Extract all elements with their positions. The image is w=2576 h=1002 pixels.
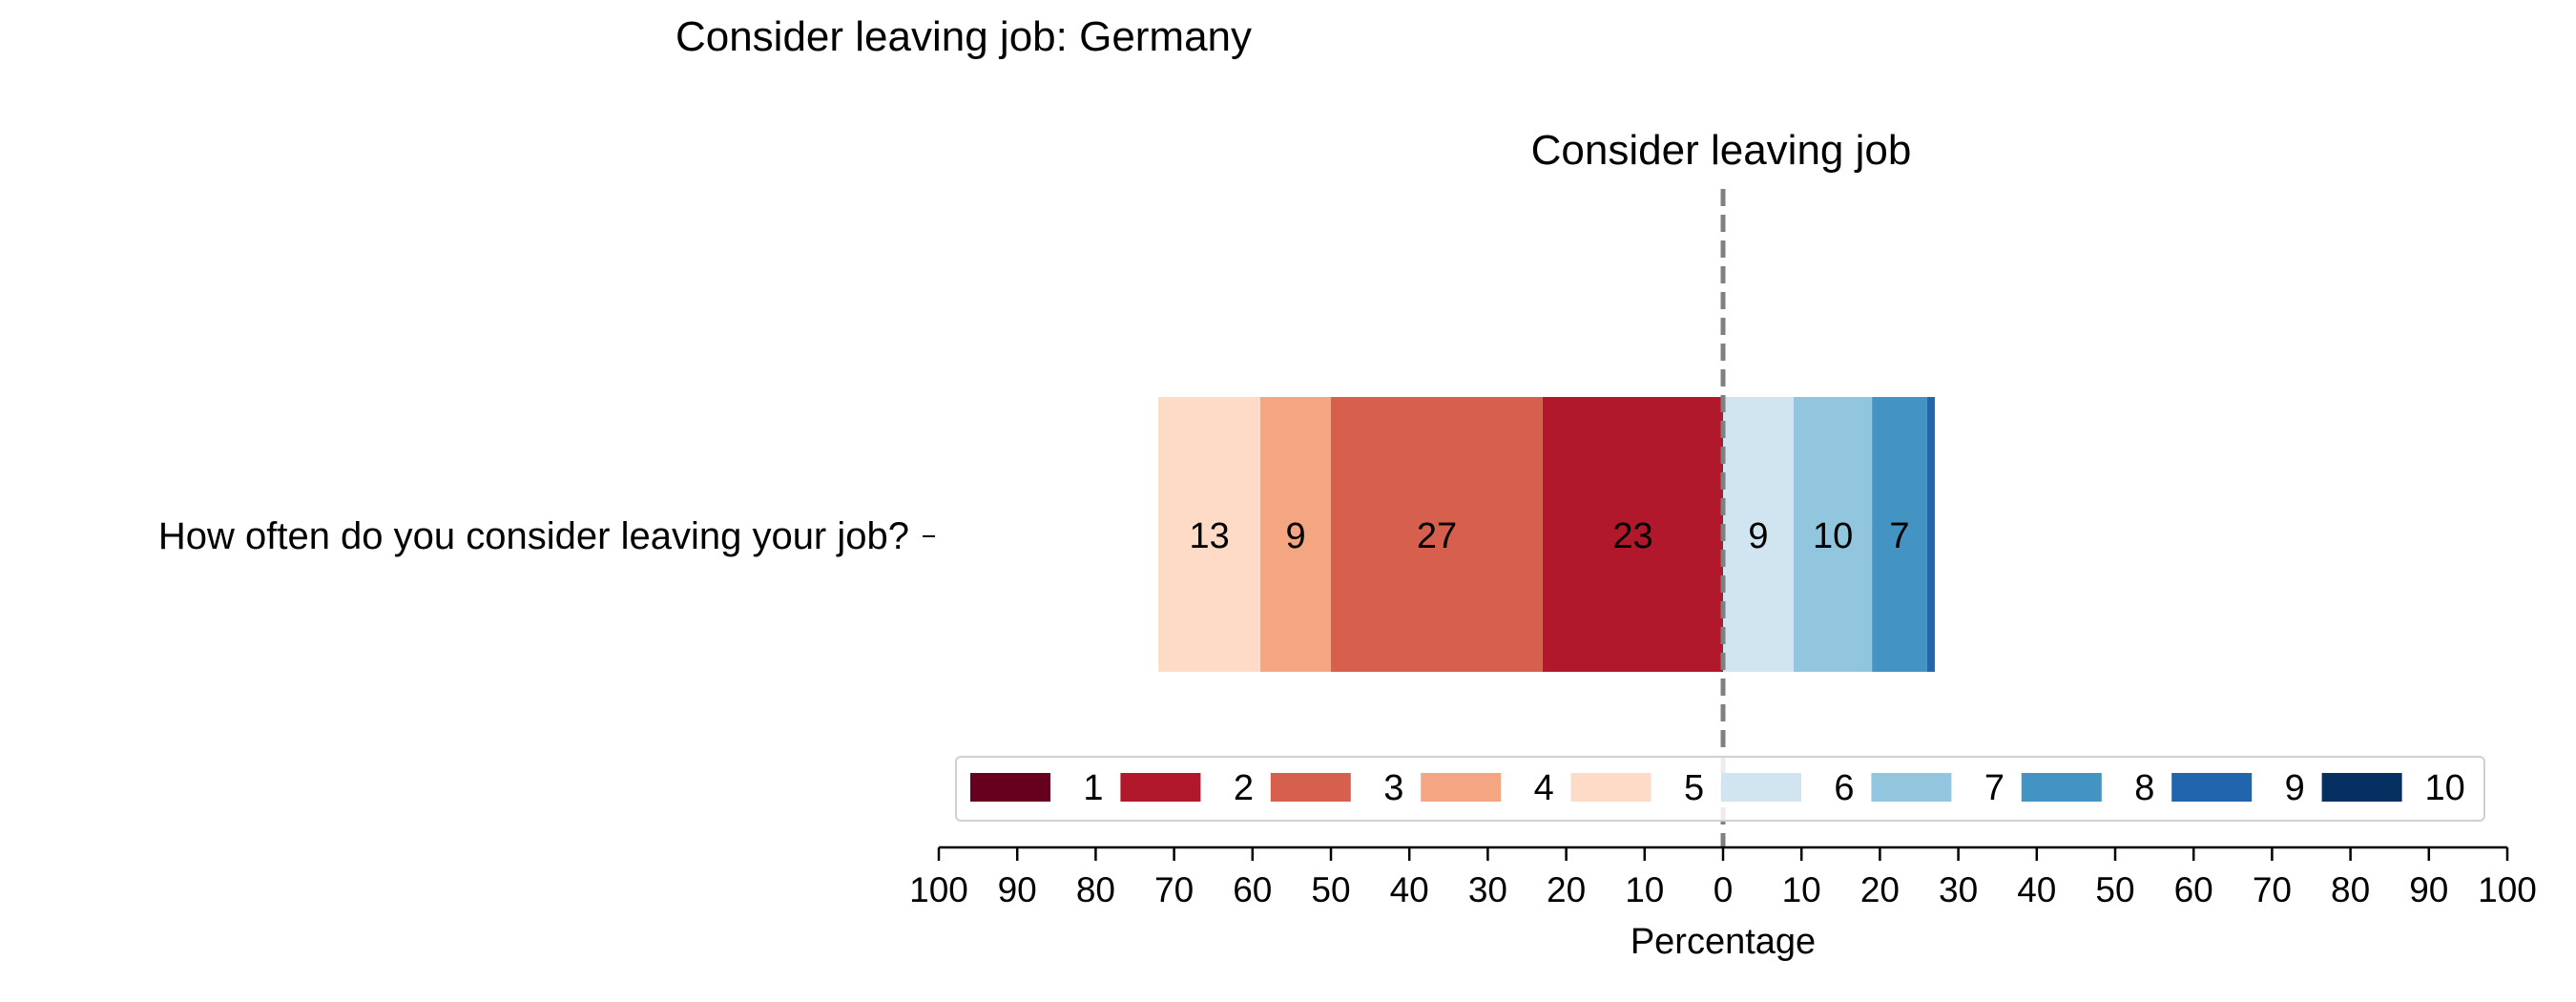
legend-swatch-9 (2171, 773, 2253, 802)
bar-segment-5 (1158, 397, 1261, 672)
x-tick-label: 60 (1233, 870, 1272, 909)
bar-value-label-5: 13 (1189, 516, 1229, 556)
legend-swatch-7 (1871, 773, 1952, 802)
legend-label-8: 8 (2134, 768, 2154, 808)
x-tick-label: 30 (1468, 870, 1507, 909)
bar-value-label-6: 9 (1748, 516, 1768, 556)
legend-swatch-3 (1270, 773, 1351, 802)
chart-title: Consider leaving job: Germany (675, 13, 1252, 60)
legend-swatch-4 (1421, 773, 1502, 802)
x-tick-label: 10 (1625, 870, 1664, 909)
x-tick-label: 40 (1390, 870, 1429, 909)
x-tick-label: 80 (2331, 870, 2370, 909)
x-tick-label: 50 (2095, 870, 2134, 909)
bar-segment-3 (1331, 397, 1543, 672)
legend-swatch-6 (1721, 773, 1801, 802)
legend-label-5: 5 (1684, 768, 1704, 808)
bar-value-label-4: 9 (1285, 516, 1305, 556)
bar-value-label-3: 27 (1417, 516, 1457, 556)
x-tick-label: 10 (1782, 870, 1821, 909)
legend-label-10: 10 (2424, 768, 2464, 808)
bar-value-label-2: 23 (1612, 516, 1652, 556)
x-tick-label: 40 (2017, 870, 2056, 909)
bar-segment-8 (1872, 397, 1927, 672)
x-tick-label: 100 (909, 870, 968, 909)
y-category-label: How often do you consider leaving your j… (158, 515, 909, 557)
legend-label-4: 4 (1534, 768, 1554, 808)
bar-data-labels: 23 27 9 13 9 10 7 (1189, 516, 1909, 556)
legend-label-3: 3 (1383, 768, 1403, 808)
bar-segments (1158, 397, 1935, 672)
bar-segment-9 (1926, 397, 1935, 672)
bar-segment-7 (1793, 397, 1873, 672)
x-axis-label: Percentage (1631, 922, 1816, 962)
x-axis-ticks: 100 90 80 70 60 50 40 30 20 10 0 10 20 30 40 50 60 70 80 90… (909, 847, 2537, 909)
x-tick-label: 0 (1714, 870, 1734, 909)
bar-segment-6 (1723, 397, 1794, 672)
bar-segment-2 (1542, 397, 1723, 672)
x-tick-label: 100 (2478, 870, 2537, 909)
legend-swatch-2 (1120, 773, 1201, 802)
x-tick-label: 80 (1076, 870, 1115, 909)
x-tick-label: 70 (1154, 870, 1194, 909)
legend-label-1: 1 (1083, 768, 1103, 808)
x-tick-label: 20 (1860, 870, 1900, 909)
legend-label-9: 9 (2285, 768, 2305, 808)
legend-label-2: 2 (1234, 768, 1254, 808)
bar-segment-4 (1260, 397, 1331, 672)
bar-value-label-8: 7 (1889, 516, 1909, 556)
x-tick-label: 50 (1311, 870, 1350, 909)
legend-swatch-8 (2021, 773, 2102, 802)
legend-swatch-1 (970, 773, 1050, 802)
x-tick-label: 30 (1939, 870, 1978, 909)
x-tick-label: 60 (2174, 870, 2213, 909)
x-tick-label: 90 (998, 870, 1037, 909)
x-tick-label: 20 (1547, 870, 1586, 909)
x-tick-label: 90 (2409, 870, 2448, 909)
legend-box (955, 756, 2485, 822)
x-tick-label: 70 (2253, 870, 2292, 909)
legend: 1 2 3 4 5 6 7 8 9 10 (955, 756, 2485, 822)
legend-label-6: 6 (1834, 768, 1854, 808)
legend-swatch-5 (1570, 773, 1652, 802)
legend-label-7: 7 (1984, 768, 2005, 808)
legend-swatch-10 (2321, 773, 2402, 802)
chart-subtitle: Consider leaving job (1531, 127, 1912, 174)
bar-value-label-7: 10 (1813, 516, 1853, 556)
